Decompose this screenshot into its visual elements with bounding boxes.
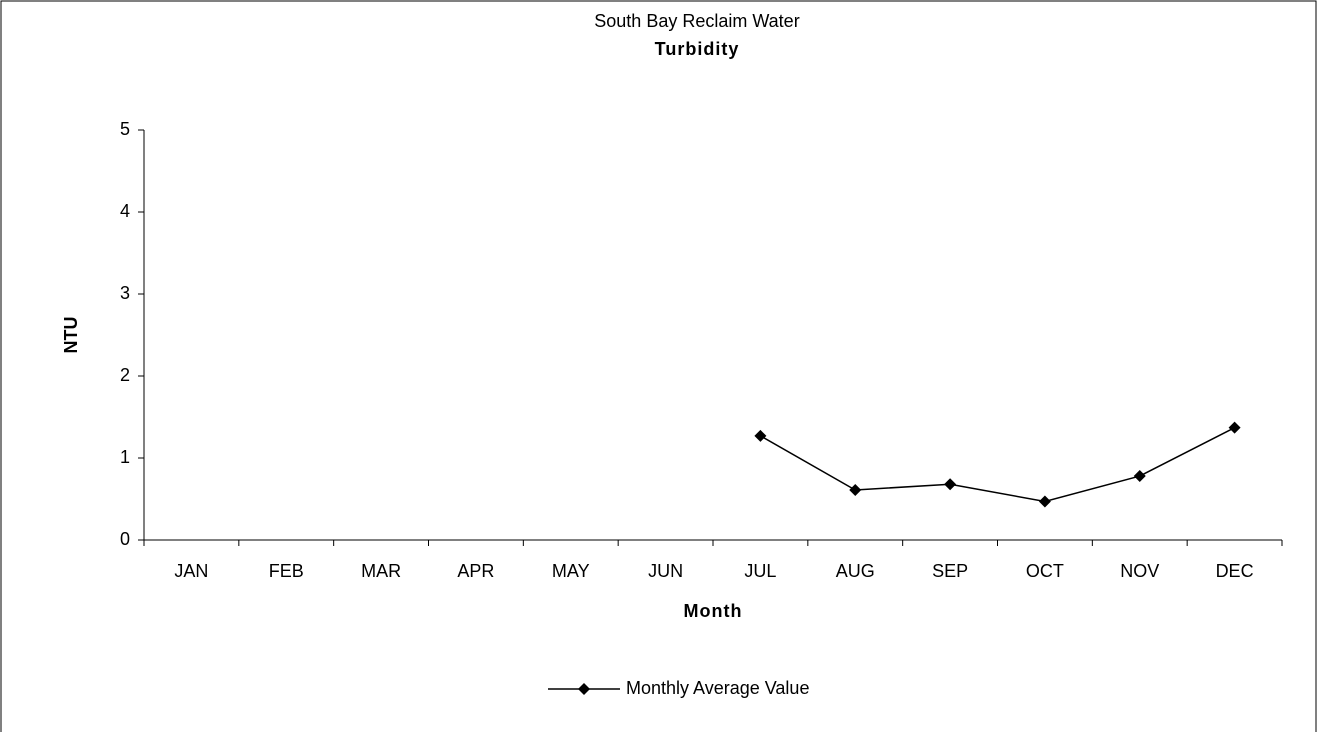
chart-title: South Bay Reclaim Water	[594, 11, 799, 31]
data-point	[1228, 421, 1241, 434]
data-point	[1133, 470, 1146, 483]
legend-marker	[578, 683, 590, 695]
data-point	[1038, 495, 1051, 508]
legend-label: Monthly Average Value	[626, 678, 809, 698]
data-point	[944, 478, 957, 491]
x-tick-label: AUG	[836, 561, 875, 581]
x-tick-label: JAN	[174, 561, 208, 581]
y-tick-label: 1	[120, 447, 130, 467]
x-tick-label: NOV	[1120, 561, 1159, 581]
data-point	[849, 483, 862, 496]
x-tick-label: OCT	[1026, 561, 1064, 581]
x-tick-label: DEC	[1216, 561, 1254, 581]
y-axis-label: NTU	[61, 317, 81, 354]
x-tick-label: JUL	[744, 561, 776, 581]
x-tick-label: MAR	[361, 561, 401, 581]
x-tick-label: SEP	[932, 561, 968, 581]
y-tick-label: 2	[120, 365, 130, 385]
x-axis-label: Month	[684, 601, 743, 621]
x-tick-label: APR	[457, 561, 494, 581]
data-point	[754, 429, 767, 442]
y-tick-label: 5	[120, 119, 130, 139]
y-tick-label: 3	[120, 283, 130, 303]
x-tick-label: JUN	[648, 561, 683, 581]
chart-subtitle: Turbidity	[655, 39, 740, 59]
series-line	[760, 426, 1235, 503]
x-tick-label: FEB	[269, 561, 304, 581]
x-tick-label: MAY	[552, 561, 590, 581]
y-tick-label: 0	[120, 529, 130, 549]
y-tick-label: 4	[120, 201, 130, 221]
